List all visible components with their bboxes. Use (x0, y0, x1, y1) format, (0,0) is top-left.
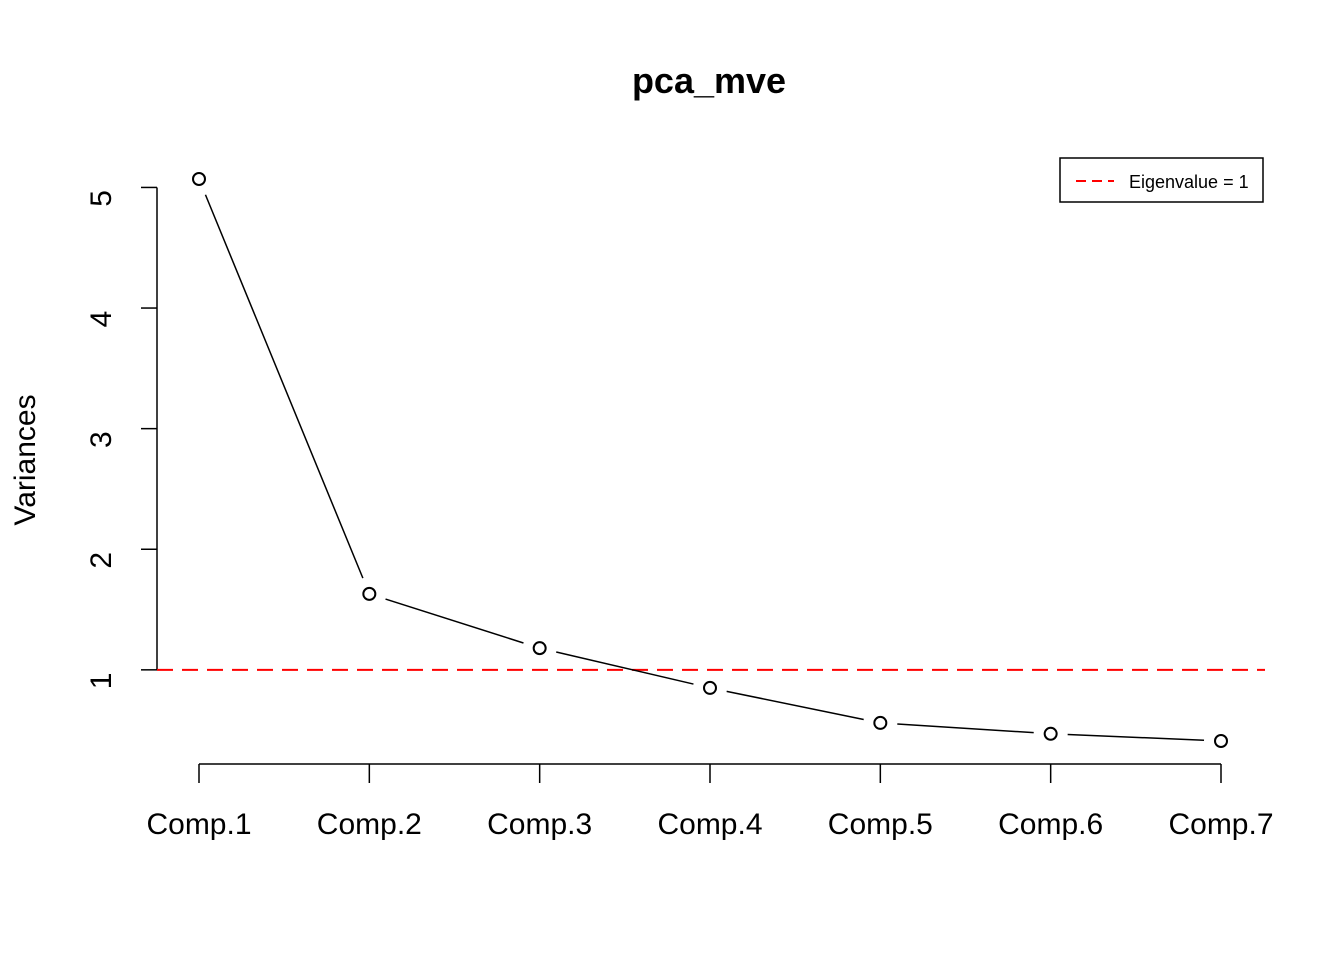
series-line-segment (726, 690, 864, 721)
data-point (532, 641, 547, 656)
data-point (703, 680, 717, 695)
data-point (1043, 726, 1058, 741)
x-tick-label: Comp.1 (146, 808, 251, 841)
data-point (873, 715, 888, 730)
y-tick-label: 4 (85, 311, 118, 328)
series-line-segment (556, 651, 694, 685)
x-axis: Comp.1 Comp.2 Comp.3 Comp.4 Comp.5 Comp.6 Comp… (146, 763, 1274, 841)
x-tick-label: Comp.3 (487, 808, 592, 841)
legend-entry-label: Eigenvalue = 1 (1129, 172, 1249, 192)
x-tick-label: Comp.5 (828, 808, 933, 841)
y-axis-label: Variances (9, 394, 42, 525)
y-axis: 1 2 3 4 5 (85, 186, 158, 690)
series-group (192, 172, 1228, 748)
x-tick-label: Comp.4 (657, 808, 762, 841)
data-point (362, 586, 377, 601)
chart-title: pca_mve (632, 60, 786, 101)
y-tick-label: 5 (85, 190, 118, 207)
x-tick-label: Comp.6 (998, 808, 1103, 841)
legend: Eigenvalue = 1 (1059, 157, 1264, 203)
y-tick-label: 1 (85, 673, 118, 690)
series-line-segment (204, 194, 364, 579)
data-point (192, 172, 206, 186)
series-line-segment (385, 598, 524, 644)
x-tick-label: Comp.7 (1168, 808, 1273, 841)
series-line-segment (1067, 733, 1205, 742)
series-line-segment (897, 723, 1034, 734)
y-tick-label: 2 (85, 552, 118, 569)
y-tick-label: 3 (85, 431, 118, 448)
x-tick-label: Comp.2 (317, 808, 422, 841)
data-point (1214, 734, 1228, 748)
